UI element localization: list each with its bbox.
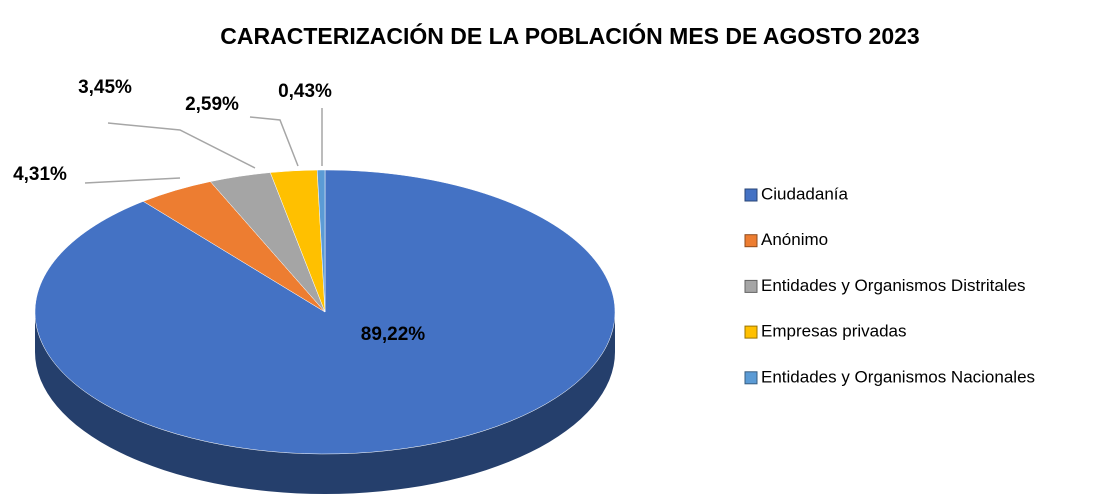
data-label: 0,43% xyxy=(278,81,332,102)
legend-label: Entidades y Organismos Nacionales xyxy=(761,367,1035,386)
legend-label: Anónimo xyxy=(761,230,828,249)
data-label: 4,31% xyxy=(13,164,67,185)
legend-swatch xyxy=(744,279,758,293)
legend-swatch xyxy=(744,325,758,339)
slice-side xyxy=(35,312,615,494)
chart-title: CARACTERIZACIÓN DE LA POBLACIÓN MES DE A… xyxy=(220,22,919,49)
data-label: 89,22% xyxy=(361,324,426,345)
leader-line xyxy=(107,122,256,169)
legend-label: Ciudadanía xyxy=(761,184,849,203)
legend-swatch xyxy=(744,234,758,248)
legend-swatch xyxy=(744,371,758,385)
legend-label: Empresas privadas xyxy=(761,322,907,341)
leader-line xyxy=(249,116,299,167)
leader-line xyxy=(84,177,181,184)
slice xyxy=(316,169,326,313)
legend-swatch xyxy=(744,188,758,202)
data-label: 3,45% xyxy=(78,77,132,98)
legend-label: Entidades y Organismos Distritales xyxy=(761,276,1026,295)
data-label: 2,59% xyxy=(185,94,239,115)
